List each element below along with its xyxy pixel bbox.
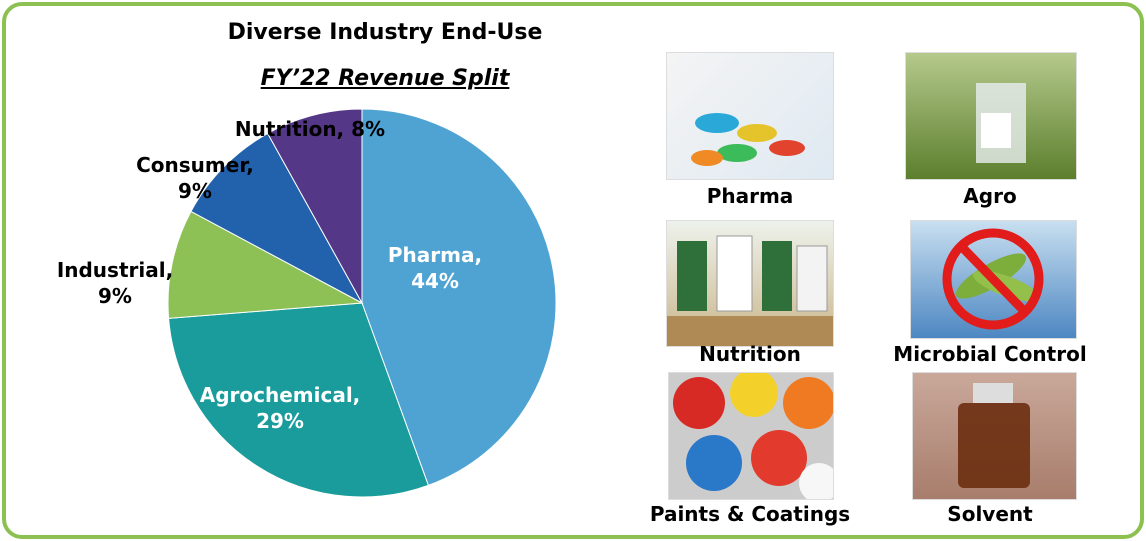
field bbox=[906, 53, 1076, 179]
solvent-image bbox=[912, 372, 1077, 500]
data-label: Pharma, 44% bbox=[385, 242, 485, 294]
data-label: Agrochemical, 29% bbox=[190, 382, 370, 434]
slide: Diverse Industry End-Use FY’22 Revenue S… bbox=[0, 0, 1146, 541]
data-label: Nutrition, 8% bbox=[230, 116, 390, 142]
paints-image bbox=[668, 372, 834, 500]
subtitle: FY’22 Revenue Split bbox=[185, 66, 585, 92]
no-bacteria bbox=[911, 221, 1076, 338]
agro-image bbox=[905, 52, 1077, 180]
title: Diverse Industry End-Use bbox=[185, 20, 585, 46]
pharma-image bbox=[666, 52, 834, 180]
data-label: Consumer, 9% bbox=[125, 152, 265, 204]
paint-cans bbox=[669, 373, 833, 499]
microbial-image bbox=[910, 220, 1077, 339]
tile-caption: Pharma bbox=[630, 184, 870, 208]
pills bbox=[667, 53, 833, 179]
tile-caption: Microbial Control bbox=[870, 342, 1110, 366]
nutrition-image bbox=[666, 220, 834, 347]
tile-caption: Nutrition bbox=[630, 342, 870, 366]
tile-caption: Solvent bbox=[870, 502, 1110, 526]
bottles bbox=[667, 221, 833, 346]
data-label: Industrial, 9% bbox=[50, 257, 180, 309]
tile-caption: Paints & Coatings bbox=[630, 502, 870, 526]
tile-caption: Agro bbox=[870, 184, 1110, 208]
jar bbox=[913, 373, 1076, 499]
